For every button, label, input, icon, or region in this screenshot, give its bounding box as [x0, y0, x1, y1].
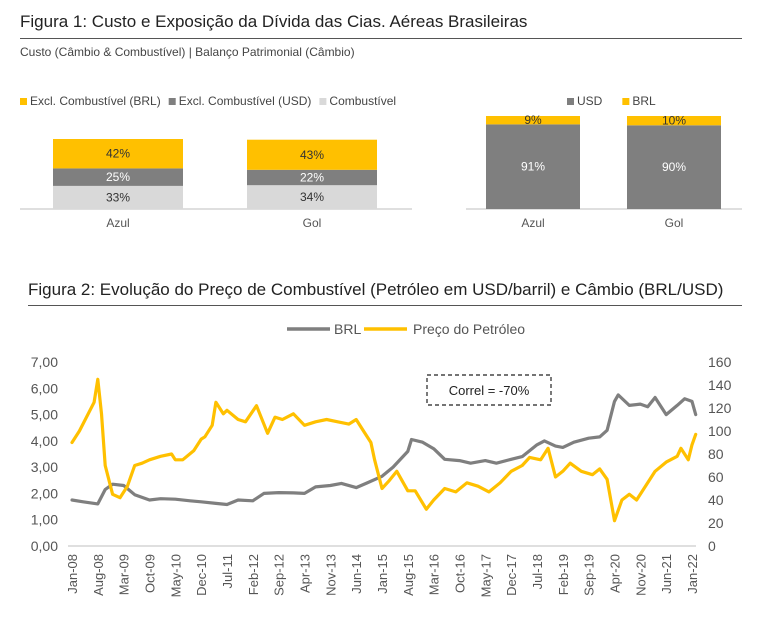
- y-right-tick-label: 0: [708, 538, 716, 554]
- figure-1-subtitle: Custo (Câmbio & Combustível) | Balanço P…: [20, 45, 355, 59]
- y-left-tick-label: 7,00: [31, 354, 58, 370]
- bar-gol-2: [247, 185, 377, 209]
- data-label-gol-1: 10%: [662, 114, 686, 128]
- x-tick-label: Oct-09: [143, 554, 158, 593]
- data-label-azul-0: 42%: [106, 147, 130, 161]
- legend-swatch-2: [319, 98, 327, 105]
- y-right-tick-label: 120: [708, 400, 732, 416]
- x-tick-label: Jan-22: [685, 554, 700, 594]
- x-tick-label: Jun-21: [659, 554, 674, 594]
- y-right-tick-label: 100: [708, 423, 732, 439]
- legend-label-brl: BRL: [334, 321, 361, 337]
- series-line-brl: [70, 393, 698, 507]
- legend-swatch-1: [622, 98, 630, 105]
- y-right-tick-label: 80: [708, 446, 724, 462]
- bar-azul-2: [53, 185, 183, 209]
- x-tick-label: Jul-11: [220, 554, 235, 588]
- y-left-tick-label: 2,00: [31, 485, 58, 501]
- x-tick-label: Feb-12: [246, 554, 261, 595]
- y-left-tick-label: 4,00: [31, 433, 58, 449]
- legend-label-0: Excl. Combustível (BRL): [30, 94, 161, 108]
- stacked-bar-chart-1: Excl. Combustível (BRL) Excl. Combustível…: [20, 94, 412, 230]
- bar-gol-1: [247, 169, 377, 186]
- x-tick-label: Nov-13: [323, 554, 338, 596]
- stacked-bar-chart-2: USD BRL 91% 9% Azul 90% 10% Gol: [466, 94, 742, 230]
- x-tick-label: Feb-19: [556, 554, 571, 595]
- data-label-azul-1: 25%: [106, 170, 130, 184]
- x-tick-label: Aug-08: [91, 554, 106, 596]
- bar-gol-1: [627, 116, 721, 126]
- x-tick-label: May-17: [478, 554, 493, 597]
- x-tick-label: May-10: [168, 554, 183, 597]
- data-label-gol-0: 90%: [662, 160, 686, 174]
- bar-azul-1: [486, 116, 580, 125]
- y-left-tick-label: 5,00: [31, 407, 58, 423]
- x-tick-label: Dec-10: [194, 554, 209, 596]
- data-label-gol-0: 43%: [300, 148, 324, 162]
- figure-2-title: Figura 2: Evolução do Preço de Combustív…: [28, 280, 724, 299]
- x-tick-label: Jul-18: [530, 554, 545, 589]
- y-left-tick-label: 3,00: [31, 459, 58, 475]
- bar-azul-1: [53, 168, 183, 186]
- data-label-azul-2: 33%: [106, 190, 130, 204]
- category-label-gol: Gol: [665, 216, 684, 230]
- data-label-azul-0: 91%: [521, 160, 545, 174]
- x-tick-label: Sep-19: [582, 554, 597, 596]
- legend-swatch-1: [168, 98, 176, 105]
- bar-gol-0: [247, 139, 377, 170]
- y-left-tick-label: 1,00: [31, 512, 58, 528]
- legend-label-0: USD: [577, 94, 603, 108]
- legend-label-2: Combustível: [329, 94, 396, 108]
- x-tick-label: Jan-08: [65, 554, 80, 594]
- legend-label-1: Excl. Combustível (USD): [179, 94, 312, 108]
- legend-label-1: BRL: [632, 94, 656, 108]
- figure-1-rule: [20, 38, 742, 39]
- x-tick-label: Nov-20: [633, 554, 648, 596]
- x-tick-label: Mar-16: [427, 554, 442, 595]
- x-tick-label: Dec-17: [504, 554, 519, 596]
- y-right-tick-label: 160: [708, 354, 732, 370]
- x-tick-label: Oct-16: [453, 554, 468, 593]
- y-right-tick-label: 60: [708, 469, 724, 485]
- figure-2-rule: [28, 305, 742, 306]
- annotation-text: Correl = -70%: [449, 383, 530, 398]
- data-label-gol-1: 22%: [300, 171, 324, 185]
- x-tick-label: Jun-14: [349, 554, 364, 594]
- y-right-tick-label: 40: [708, 492, 724, 508]
- bar-azul-0: [486, 124, 580, 209]
- x-tick-label: Apr-20: [608, 554, 623, 593]
- annotation-box: [426, 374, 552, 406]
- figure-1-title: Figura 1: Custo e Exposição da Dívida da…: [20, 12, 528, 31]
- legend-label-petroleo: Preço do Petróleo: [413, 321, 525, 337]
- bar-gol-0: [627, 125, 721, 209]
- x-tick-label: Aug-15: [401, 554, 416, 596]
- legend-swatch-0: [20, 98, 27, 105]
- category-label-azul: Azul: [106, 216, 129, 230]
- line-chart: 0,00 1,00 2,00 3,00 4,00 5,00 6,00 7,00 0 20 40 60 8…: [31, 321, 732, 597]
- category-label-azul: Azul: [521, 216, 544, 230]
- y-left-tick-label: 6,00: [31, 380, 58, 396]
- bar-azul-0: [53, 139, 183, 169]
- series-line-preco-do-petroleo: [70, 377, 698, 523]
- y-right-tick-label: 140: [708, 377, 732, 393]
- x-tick-label: Sep-12: [272, 554, 287, 596]
- data-label-azul-1: 9%: [524, 113, 542, 127]
- category-label-gol: Gol: [303, 216, 322, 230]
- x-tick-label: Jan-15: [375, 554, 390, 594]
- x-tick-label: Mar-09: [117, 554, 132, 595]
- data-label-gol-2: 34%: [300, 190, 324, 204]
- legend-swatch-0: [567, 98, 574, 105]
- x-tick-label: Apr-13: [298, 554, 313, 593]
- y-right-tick-label: 20: [708, 515, 724, 531]
- y-left-tick-label: 0,00: [31, 538, 58, 554]
